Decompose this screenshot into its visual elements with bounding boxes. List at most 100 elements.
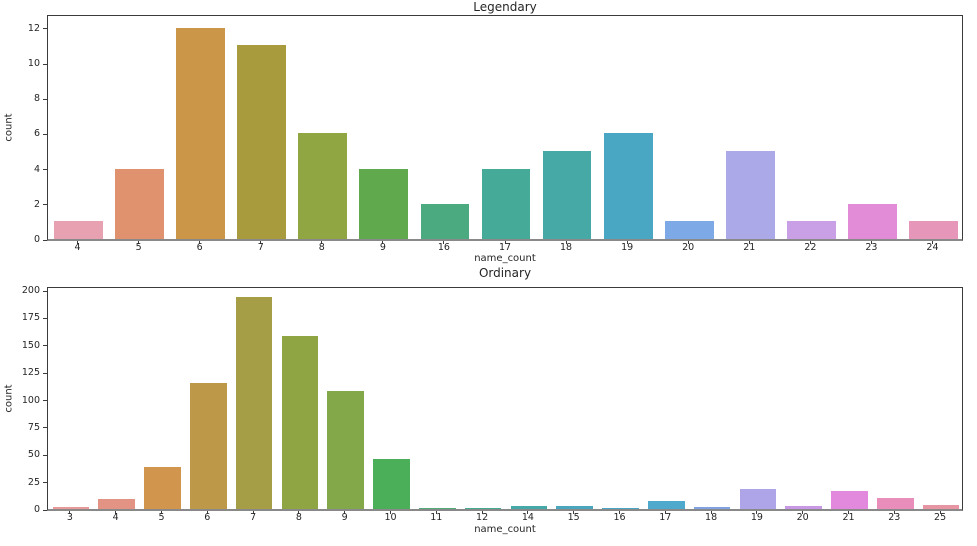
bar-x5	[115, 169, 165, 239]
y-tick-mark	[43, 133, 47, 135]
x-tick-label: 21	[743, 242, 756, 253]
bar-x19	[603, 133, 653, 239]
x-tick-mark	[382, 241, 384, 244]
x-tick-label: 8	[295, 512, 302, 523]
y-tick-label: 50	[27, 449, 40, 461]
bar-x7	[237, 45, 287, 239]
bar-x11	[418, 508, 456, 509]
x-tick-label: 6	[196, 242, 203, 253]
x-tick-label: 5	[158, 512, 165, 523]
x-tick-mark	[664, 511, 666, 514]
x-tick-label: 5	[135, 242, 142, 253]
y-tick-mark	[43, 509, 47, 511]
x-tick-label: 7	[257, 242, 264, 253]
bar-x18	[542, 151, 592, 239]
bar-x9	[327, 391, 364, 509]
x-tick-mark	[809, 241, 811, 244]
y-tick-mark	[43, 169, 47, 171]
y-tick-label: 0	[33, 504, 40, 515]
bar-x3	[52, 507, 90, 509]
x-tick-mark	[199, 241, 201, 244]
x-tick-mark	[756, 511, 758, 514]
y-tick-label: 8	[33, 93, 40, 105]
x-tick-label: 14	[521, 512, 534, 523]
x-tick-mark	[115, 511, 117, 514]
bar-x14	[510, 506, 548, 509]
bar-x4	[54, 221, 103, 239]
x-tick-label: 12	[476, 512, 489, 523]
x-tick-mark	[77, 241, 79, 244]
y-tick-mark	[43, 427, 47, 429]
y-tick-label: 100	[21, 394, 40, 406]
y-tick-label: 2	[33, 198, 40, 210]
x-tick-label: 20	[796, 512, 809, 523]
x-tick-label: 3	[66, 512, 73, 523]
y-tick-mark	[43, 290, 47, 292]
x-tick-mark	[260, 241, 262, 244]
x-tick-label: 23	[865, 242, 878, 253]
y-tick-mark	[43, 63, 47, 65]
x-tick-mark	[206, 511, 208, 514]
y-tick-mark	[43, 239, 47, 241]
y-tick-label: 6	[33, 128, 40, 140]
x-tick-mark	[298, 511, 300, 514]
bar-x19	[739, 489, 777, 509]
plot-area	[47, 287, 963, 511]
x-tick-mark	[69, 511, 71, 514]
x-tick-mark	[939, 511, 941, 514]
y-tick-label: 25	[27, 476, 40, 488]
bar-x23	[876, 498, 914, 509]
x-tick-mark	[748, 241, 750, 244]
bar-x17	[481, 169, 531, 239]
y-tick-mark	[43, 317, 47, 319]
x-tick-mark	[344, 511, 346, 514]
bar-x4	[98, 499, 135, 509]
bar-x22	[786, 221, 836, 239]
bar-x6	[189, 383, 227, 509]
y-tick-label: 0	[33, 234, 40, 245]
y-tick-label: 125	[21, 367, 40, 379]
x-tick-label: 21	[842, 512, 855, 523]
x-tick-mark	[443, 241, 445, 244]
y-tick-mark	[43, 482, 47, 484]
y-tick-mark	[43, 345, 47, 347]
bar-x12	[464, 508, 502, 509]
x-tick-label: 18	[560, 242, 573, 253]
x-tick-label: 16	[613, 512, 626, 523]
plot-area	[47, 15, 963, 241]
y-tick-label: 4	[33, 163, 40, 175]
bar-x18	[693, 507, 731, 509]
chart-title: Legendary	[473, 0, 537, 14]
bar-x25	[922, 505, 960, 509]
x-tick-label: 6	[204, 512, 211, 523]
x-tick-mark	[435, 511, 437, 514]
y-tick-label: 175	[21, 312, 40, 324]
x-tick-label: 19	[621, 242, 634, 253]
bar-x16	[420, 204, 470, 239]
x-tick-label: 15	[567, 512, 580, 523]
bar-x10	[373, 459, 410, 509]
bar-x24	[909, 221, 958, 239]
x-tick-label: 25	[934, 512, 947, 523]
x-tick-mark	[161, 511, 162, 514]
y-tick-mark	[43, 400, 47, 402]
x-tick-mark	[527, 511, 529, 514]
bar-x8	[298, 133, 348, 239]
x-tick-label: 23	[888, 512, 901, 523]
x-tick-mark	[565, 241, 567, 244]
x-tick-mark	[870, 241, 872, 244]
x-tick-label: 16	[437, 242, 450, 253]
x-tick-label: 9	[341, 512, 348, 523]
bar-x9	[359, 169, 409, 239]
x-tick-label: 11	[430, 512, 443, 523]
bar-x20	[664, 221, 714, 239]
x-tick-label: 18	[705, 512, 718, 523]
bar-x20	[785, 506, 822, 509]
chart-title: Ordinary	[478, 266, 532, 280]
bar-x8	[281, 336, 319, 509]
x-tick-label: 8	[318, 242, 325, 253]
y-tick-mark	[43, 28, 47, 30]
x-axis-label: name_count	[474, 253, 536, 264]
x-tick-mark	[252, 511, 254, 514]
